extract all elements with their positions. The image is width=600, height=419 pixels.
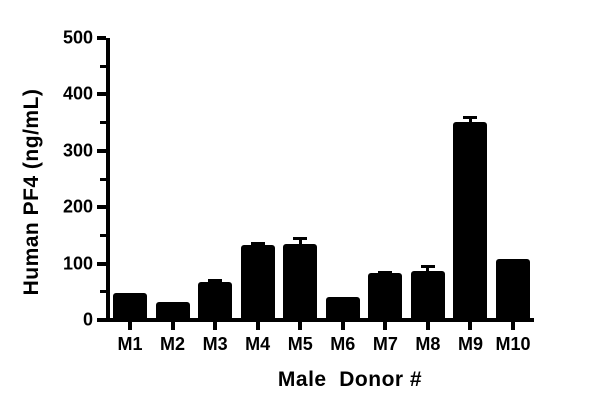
x-tick (425, 322, 430, 330)
y-major-tick (97, 318, 106, 322)
y-major-tick (97, 92, 106, 97)
error-bar-cap (250, 241, 265, 245)
bar-m5 (283, 244, 318, 320)
error-bar-cap (463, 115, 478, 119)
bar-m9 (453, 122, 488, 320)
y-tick-label: 300 (62, 140, 93, 161)
x-tick (213, 322, 218, 330)
x-category-label: M4 (245, 334, 271, 354)
y-minor-tick (100, 290, 106, 294)
y-minor-tick (100, 233, 106, 237)
bar-m8 (410, 271, 445, 320)
x-tick (298, 322, 303, 330)
bar-m10 (496, 259, 531, 320)
x-tick (468, 322, 473, 330)
y-tick-label: 100 (62, 253, 93, 274)
y-tick-label: 200 (62, 196, 93, 217)
x-category-label: M2 (160, 334, 186, 354)
x-category-label: M8 (415, 334, 441, 354)
y-major-tick (97, 205, 106, 210)
bar-m7 (368, 273, 403, 320)
error-bar-stem (298, 237, 302, 245)
x-category-label: M1 (117, 334, 143, 354)
bar-m1 (113, 293, 147, 320)
x-tick (128, 322, 132, 330)
x-axis-title: Male Donor # (277, 368, 423, 391)
x-category-label: M10 (495, 334, 531, 354)
x-tick (255, 322, 260, 330)
error-bar-cap (378, 270, 393, 274)
x-tick (511, 322, 516, 330)
bar-m6 (325, 297, 360, 320)
y-major-tick (97, 261, 106, 266)
x-category-label: M7 (372, 334, 398, 354)
x-tick (383, 322, 388, 330)
y-tick-label: 400 (62, 83, 93, 104)
x-axis-line (106, 318, 534, 322)
error-bar-cap (293, 236, 308, 240)
x-category-label: M6 (330, 334, 356, 354)
error-bar-stem (426, 265, 430, 272)
y-axis-line (106, 38, 110, 322)
bar-m4 (240, 245, 275, 320)
bar-m2 (155, 301, 190, 320)
x-category-label: M3 (202, 334, 228, 354)
error-bar-cap (420, 264, 435, 268)
y-minor-tick (100, 177, 106, 181)
y-tick-label: 500 (62, 27, 93, 48)
x-category-label: M9 (457, 334, 483, 354)
y-minor-tick (100, 64, 106, 68)
y-tick-label: 0 (82, 309, 93, 330)
x-category-label: M5 (287, 334, 313, 354)
y-major-tick (97, 148, 106, 153)
bar-m3 (198, 281, 233, 320)
x-tick (340, 322, 345, 330)
error-bar-cap (208, 278, 223, 282)
x-tick (170, 322, 175, 330)
y-major-tick (97, 36, 106, 40)
error-bar-stem (468, 116, 472, 123)
y-minor-tick (100, 121, 106, 125)
